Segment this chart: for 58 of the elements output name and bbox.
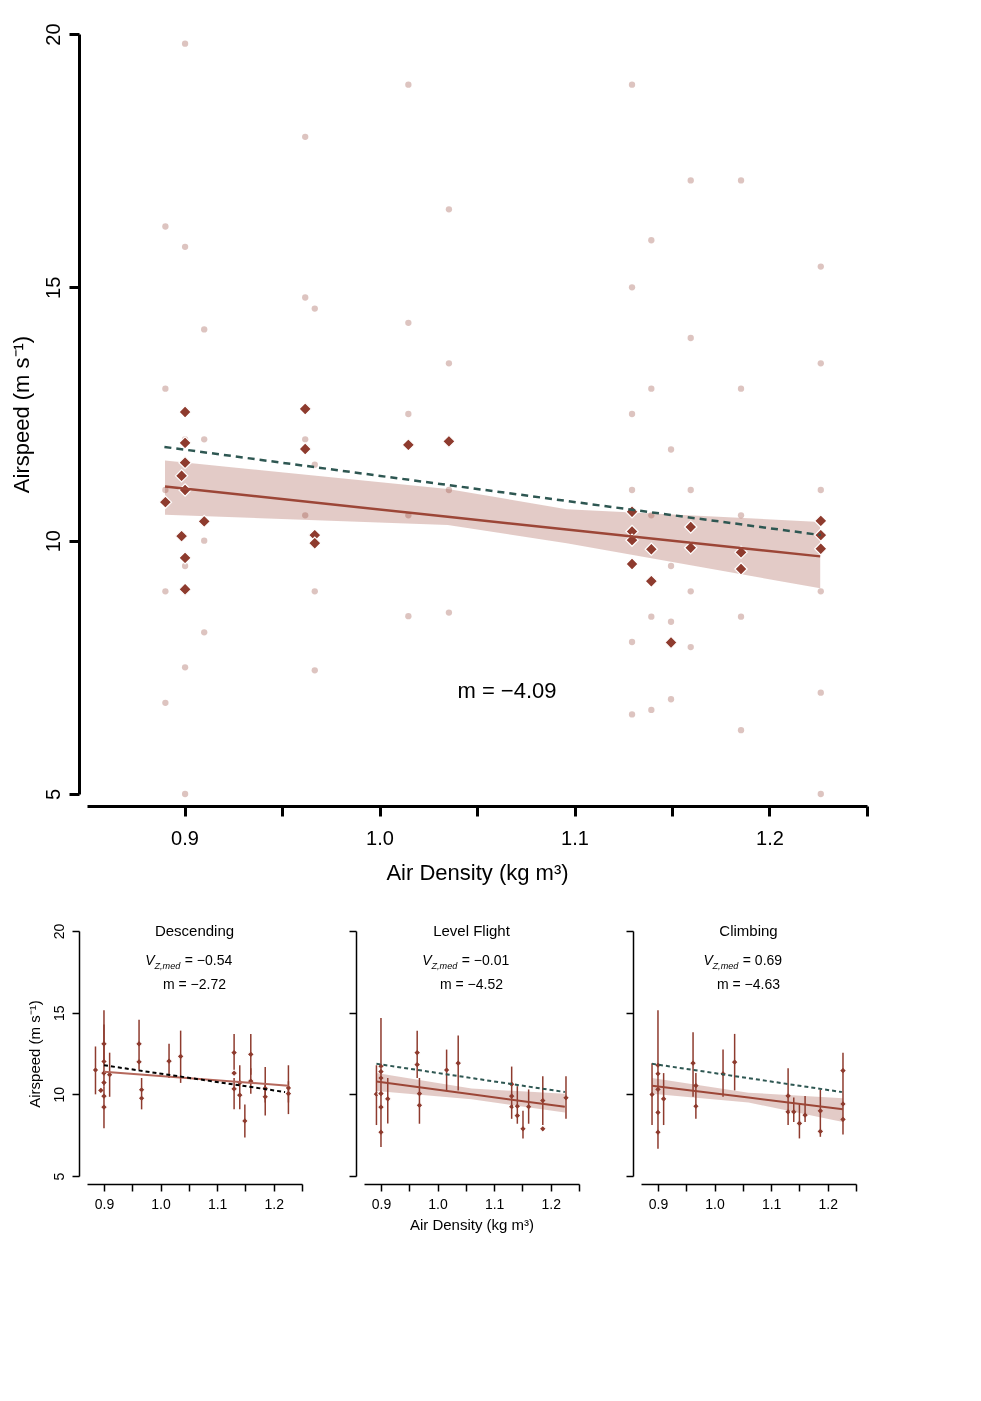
x-tick-label: 1.2	[818, 1195, 839, 1212]
y-tick-label: 15	[41, 276, 64, 299]
point	[401, 438, 416, 452]
y-axis-title: Airspeed (m s⁻¹)	[8, 335, 34, 494]
point	[158, 495, 173, 509]
point	[664, 635, 678, 650]
annotation: m = −4.63	[716, 976, 781, 992]
point	[814, 528, 828, 542]
x-tick-label: 1.2	[264, 1195, 285, 1212]
chart-title: Climbing	[719, 922, 778, 939]
y-tick-label: 15	[50, 1005, 67, 1021]
point	[734, 562, 748, 576]
point	[178, 455, 192, 470]
point	[174, 529, 189, 543]
chart-title: Descending	[154, 922, 235, 939]
y-axis-title: Airspeed (m s⁻¹)	[25, 1000, 43, 1108]
y-tick-label: 20	[41, 23, 64, 46]
x-tick-label: 0.9	[171, 826, 199, 849]
point	[174, 469, 189, 483]
point	[298, 402, 312, 416]
x-tick-label: 1.0	[151, 1195, 171, 1212]
annotation: m = −4.09	[457, 678, 557, 704]
point	[644, 542, 659, 556]
x-tick-label: 0.9	[94, 1195, 115, 1212]
point	[442, 434, 456, 449]
point	[178, 436, 192, 450]
x-tick-label: 0.9	[371, 1195, 392, 1212]
x-tick-label: 1.2	[756, 826, 784, 849]
x-tick-label: 1.1	[561, 826, 589, 849]
x-tick-label: 1.1	[761, 1195, 782, 1212]
x-tick-label: 1.0	[428, 1195, 448, 1212]
x-tick-label: 1.0	[366, 826, 394, 849]
x-tick-label: 1.1	[207, 1195, 228, 1212]
y-tick-label: 5	[41, 788, 64, 801]
x-tick-label: 1.0	[705, 1195, 725, 1212]
chart-title: Level Flight	[433, 922, 511, 939]
x-axis-title: Air Density (kg m³)	[386, 859, 569, 885]
point	[625, 557, 639, 571]
y-tick-label: 5	[50, 1172, 67, 1181]
point	[178, 551, 192, 565]
x-tick-label: 0.9	[648, 1195, 669, 1212]
y-tick-label: 20	[50, 923, 67, 940]
x-tick-label: 1.1	[484, 1195, 505, 1212]
x-tick-label: 1.2	[541, 1195, 562, 1212]
point	[308, 536, 322, 550]
point	[684, 520, 698, 534]
y-tick-label: 10	[41, 530, 64, 553]
point	[644, 574, 659, 588]
point	[178, 582, 192, 597]
point	[298, 442, 312, 456]
point	[197, 514, 211, 529]
annotation: m = −2.72	[162, 976, 227, 992]
y-tick-label: 10	[50, 1086, 67, 1103]
annotation: m = −4.52	[439, 976, 504, 992]
point	[814, 542, 828, 556]
x-axis-title: Air Density (kg m³)	[409, 1215, 535, 1233]
point	[814, 514, 828, 528]
point	[178, 405, 192, 419]
